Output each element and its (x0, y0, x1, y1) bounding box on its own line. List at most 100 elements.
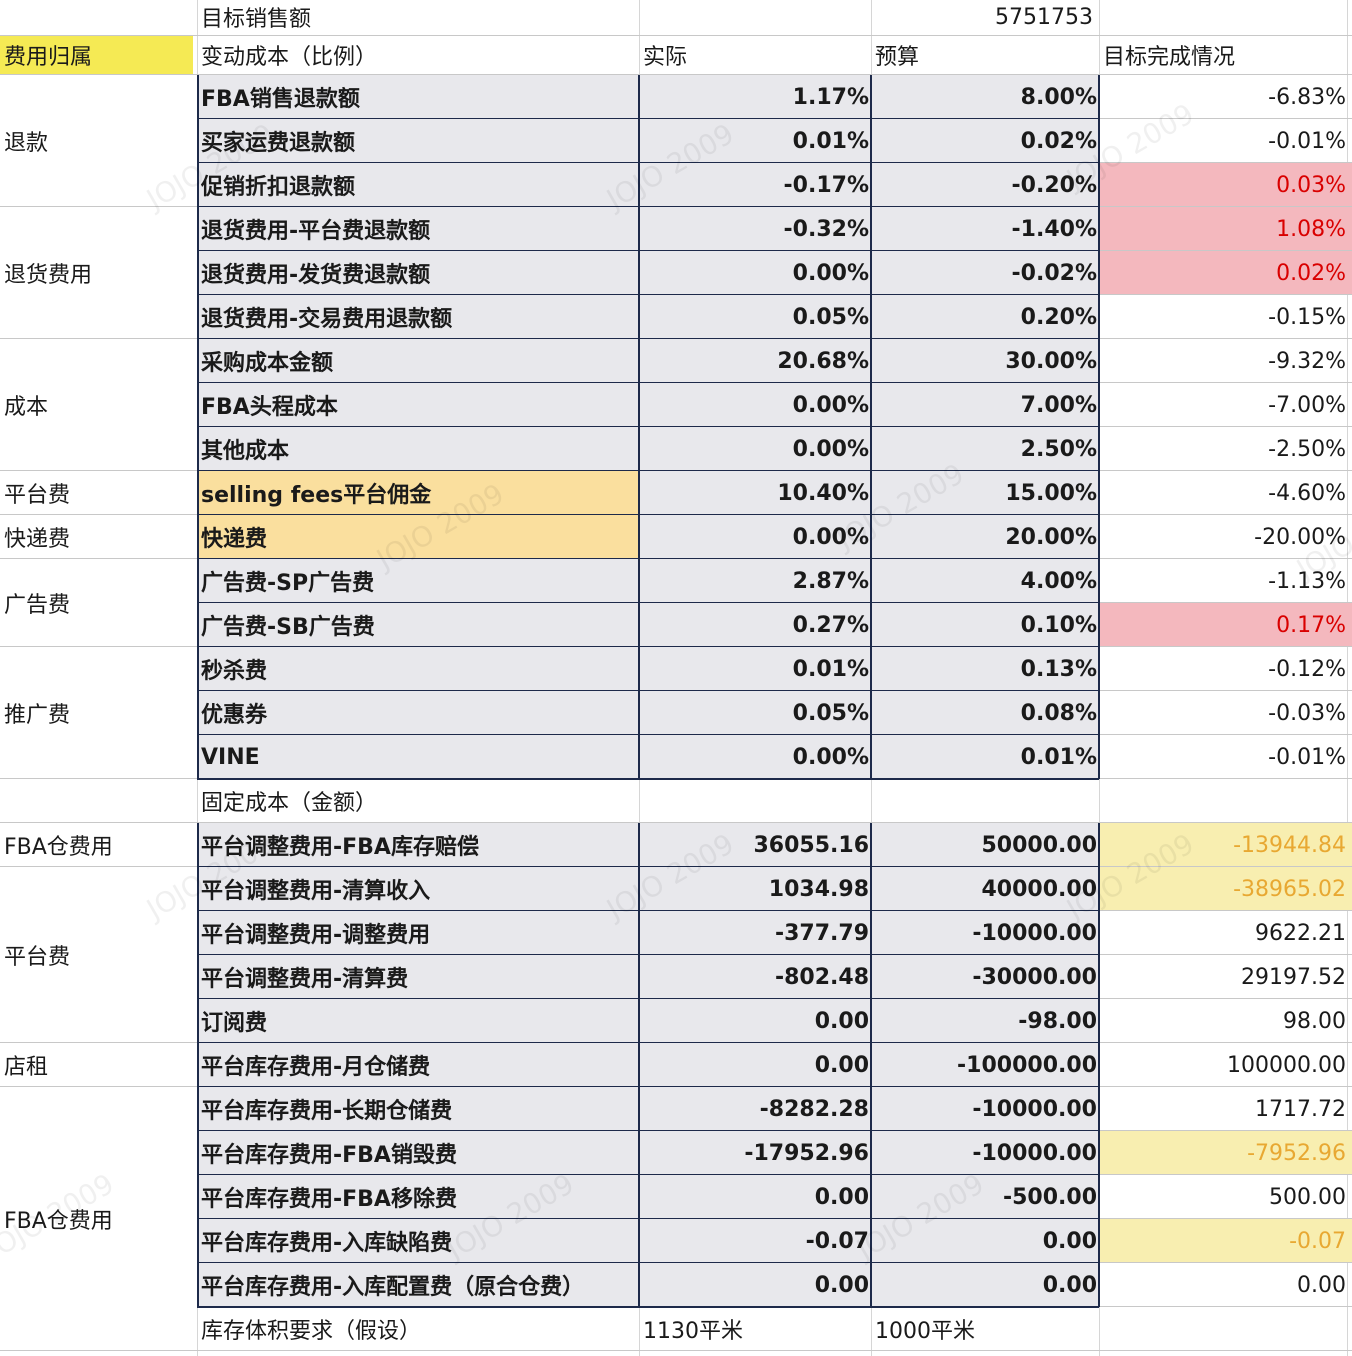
row-item-label[interactable]: 平台库存费用-FBA销毁费 (197, 1131, 639, 1175)
row-result-value[interactable]: 1717.72 (1255, 1096, 1346, 1122)
row-budget-value[interactable]: -10000.00 (871, 911, 1099, 955)
row-result-value[interactable]: -2.50% (1268, 436, 1346, 462)
row-actual-value[interactable]: 0.00% (639, 735, 871, 779)
row-actual-value[interactable]: -8282.28 (639, 1087, 871, 1131)
header-category[interactable]: 费用归属 (0, 36, 193, 74)
fixed-cost-header[interactable]: 固定成本（金额） (201, 791, 378, 816)
row-result-value[interactable]: -7952.96 (1099, 1131, 1352, 1175)
row-budget-value[interactable]: -10000.00 (871, 1131, 1099, 1175)
row-actual-value[interactable]: 0.00% (639, 383, 871, 427)
row-item-label[interactable]: 快递费 (197, 515, 639, 559)
row-budget-value[interactable]: 0.01% (871, 735, 1099, 779)
row-budget-value[interactable]: 2.50% (871, 427, 1099, 471)
category-label[interactable]: 广告费 (4, 593, 71, 618)
row-actual-value[interactable]: -0.17% (639, 163, 871, 207)
category-label[interactable]: 店租 (4, 1055, 49, 1080)
row-item-label[interactable]: 退货费用-发货费退款额 (197, 251, 639, 295)
row-item-label[interactable]: 平台库存费用-长期仓储费 (197, 1087, 639, 1131)
row-actual-value[interactable]: 0.05% (639, 691, 871, 735)
row-budget-value[interactable]: -500.00 (871, 1175, 1099, 1219)
row-result-value[interactable]: -9.32% (1268, 348, 1346, 374)
row-result-value[interactable]: 0.02% (1099, 251, 1352, 295)
row-result-value[interactable]: -0.01% (1268, 744, 1346, 770)
category-label[interactable]: 推广费 (4, 703, 71, 728)
category-label[interactable]: FBA仓费用 (4, 835, 113, 860)
row-actual-value[interactable]: -17952.96 (639, 1131, 871, 1175)
row-actual-value[interactable]: 0.00% (639, 515, 871, 559)
row-budget-value[interactable]: 0.08% (871, 691, 1099, 735)
row-item-label[interactable]: 平台调整费用-调整费用 (197, 911, 639, 955)
row-actual-value[interactable]: -0.32% (639, 207, 871, 251)
footer-actual[interactable]: 1130平米 (643, 1319, 743, 1344)
row-result-value[interactable]: 98.00 (1283, 1008, 1346, 1034)
row-item-label[interactable]: FBA销售退款额 (197, 75, 639, 119)
row-result-value[interactable]: -0.03% (1268, 700, 1346, 726)
header-budget[interactable]: 预算 (875, 45, 920, 70)
row-budget-value[interactable]: 7.00% (871, 383, 1099, 427)
row-budget-value[interactable]: 50000.00 (871, 823, 1099, 867)
target-sales-value[interactable]: 5751753 (995, 4, 1093, 30)
row-budget-value[interactable]: -1.40% (871, 207, 1099, 251)
row-budget-value[interactable]: 0.20% (871, 295, 1099, 339)
row-item-label[interactable]: 其他成本 (197, 427, 639, 471)
row-actual-value[interactable]: 36055.16 (639, 823, 871, 867)
category-label[interactable]: 快递费 (4, 527, 71, 552)
row-result-value[interactable]: 29197.52 (1241, 964, 1346, 990)
row-budget-value[interactable]: 4.00% (871, 559, 1099, 603)
row-budget-value[interactable]: 0.10% (871, 603, 1099, 647)
category-label[interactable]: FBA仓费用 (4, 1209, 113, 1234)
row-item-label[interactable]: 平台库存费用-月仓储费 (197, 1043, 639, 1087)
row-budget-value[interactable]: 30.00% (871, 339, 1099, 383)
row-item-label[interactable]: 退货费用-平台费退款额 (197, 207, 639, 251)
row-result-value[interactable]: 500.00 (1269, 1184, 1346, 1210)
row-item-label[interactable]: 退货费用-交易费用退款额 (197, 295, 639, 339)
row-result-value[interactable]: 0.17% (1099, 603, 1352, 647)
row-item-label[interactable]: 平台调整费用-清算收入 (197, 867, 639, 911)
row-result-value[interactable]: -20.00% (1254, 524, 1346, 550)
row-budget-value[interactable]: 0.00 (871, 1219, 1099, 1263)
row-result-value[interactable]: -13944.84 (1099, 823, 1352, 867)
category-label[interactable]: 退货费用 (4, 263, 93, 288)
header-variable-cost[interactable]: 变动成本（比例） (201, 45, 378, 70)
row-result-value[interactable]: 100000.00 (1227, 1052, 1346, 1078)
footer-budget[interactable]: 1000平米 (875, 1319, 975, 1344)
row-item-label[interactable]: VINE (197, 735, 639, 779)
row-item-label[interactable]: 广告费-SP广告费 (197, 559, 639, 603)
row-budget-value[interactable]: -10000.00 (871, 1087, 1099, 1131)
row-item-label[interactable]: 订阅费 (197, 999, 639, 1043)
row-actual-value[interactable]: -0.07 (639, 1219, 871, 1263)
row-budget-value[interactable]: -98.00 (871, 999, 1099, 1043)
row-actual-value[interactable]: 0.00 (639, 1175, 871, 1219)
row-item-label[interactable]: 优惠券 (197, 691, 639, 735)
row-result-value[interactable]: -0.07 (1099, 1219, 1352, 1263)
row-budget-value[interactable]: 20.00% (871, 515, 1099, 559)
category-label[interactable]: 退款 (4, 131, 49, 156)
footer-label[interactable]: 库存体积要求（假设） (201, 1319, 422, 1344)
row-budget-value[interactable]: 0.13% (871, 647, 1099, 691)
row-budget-value[interactable]: 0.02% (871, 119, 1099, 163)
row-result-value[interactable]: 1.08% (1099, 207, 1352, 251)
row-result-value[interactable]: 9622.21 (1255, 920, 1346, 946)
row-budget-value[interactable]: -0.02% (871, 251, 1099, 295)
row-actual-value[interactable]: 0.01% (639, 647, 871, 691)
header-result[interactable]: 目标完成情况 (1103, 45, 1236, 70)
row-item-label[interactable]: FBA头程成本 (197, 383, 639, 427)
row-budget-value[interactable]: 0.00 (871, 1263, 1099, 1307)
row-result-value[interactable]: -4.60% (1268, 480, 1346, 506)
row-item-label[interactable]: 采购成本金额 (197, 339, 639, 383)
row-result-value[interactable]: -0.01% (1268, 128, 1346, 154)
row-result-value[interactable]: -1.13% (1268, 568, 1346, 594)
row-item-label[interactable]: 平台调整费用-FBA库存赔偿 (197, 823, 639, 867)
row-result-value[interactable]: -6.83% (1268, 84, 1346, 110)
row-actual-value[interactable]: 0.00% (639, 427, 871, 471)
row-actual-value[interactable]: 0.00 (639, 999, 871, 1043)
row-actual-value[interactable]: 2.87% (639, 559, 871, 603)
row-item-label[interactable]: selling fees平台佣金 (197, 471, 639, 515)
row-actual-value[interactable]: 0.01% (639, 119, 871, 163)
row-result-value[interactable]: -38965.02 (1099, 867, 1352, 911)
row-budget-value[interactable]: -30000.00 (871, 955, 1099, 999)
row-item-label[interactable]: 秒杀费 (197, 647, 639, 691)
row-result-value[interactable]: -7.00% (1268, 392, 1346, 418)
row-budget-value[interactable]: -100000.00 (871, 1043, 1099, 1087)
row-budget-value[interactable]: 8.00% (871, 75, 1099, 119)
